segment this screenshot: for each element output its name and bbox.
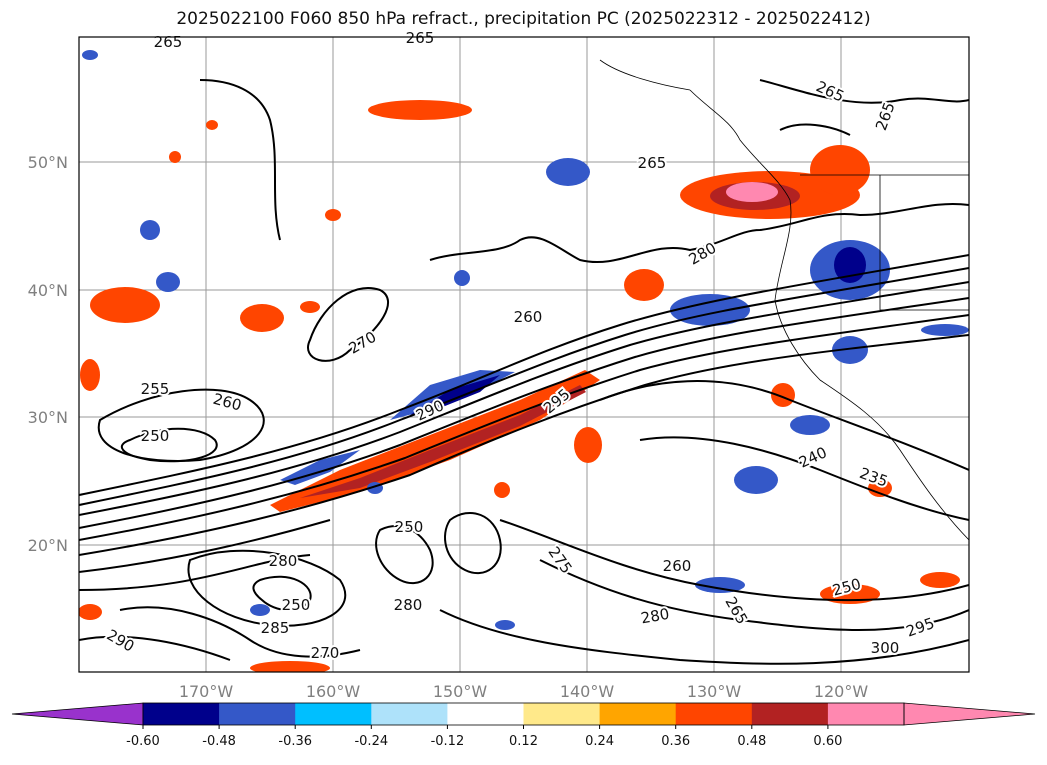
contour-label-halo: 280 xyxy=(394,596,423,614)
colorbar-bin xyxy=(751,703,829,725)
colorbar-bin xyxy=(143,703,220,725)
colorbar-tick-label: 0.48 xyxy=(737,734,766,749)
coastline xyxy=(599,59,969,541)
contour-label-halo: 255 xyxy=(141,380,170,398)
colorbar-tick-label: 0.60 xyxy=(813,734,842,749)
contour-label-halo: 270 xyxy=(311,644,340,662)
lat-label: 50°N xyxy=(28,153,68,172)
colorbar-tick-label: -0.12 xyxy=(431,734,465,749)
colorbar-tick-label: 0.24 xyxy=(585,734,614,749)
lat-label: 40°N xyxy=(28,281,68,300)
colorbar-bin xyxy=(675,703,753,725)
map-frame xyxy=(78,36,970,673)
figure-title: 2025022100 F060 850 hPa refract., precip… xyxy=(176,9,871,29)
map-panel xyxy=(79,37,969,672)
contour-label: 250 xyxy=(141,427,170,445)
contour-label: 260 xyxy=(514,308,543,326)
colorbar-tick-label: 0.36 xyxy=(661,734,690,749)
contour-label: 300 xyxy=(871,639,900,657)
colorbar-bin xyxy=(371,703,448,725)
contour-label-halo: 250 xyxy=(282,596,311,614)
contour-label: 260 xyxy=(663,557,692,575)
colorbar-bin xyxy=(523,703,601,725)
contour-label: 265 xyxy=(406,29,435,47)
colorbar-tick-label: -0.24 xyxy=(354,734,388,749)
colorbar-bin xyxy=(295,703,372,725)
colorbar-tick-label: -0.36 xyxy=(278,734,312,749)
latitude-labels: 50°N 40°N 30°N 20°N xyxy=(28,153,68,555)
colorbar-tick-label: 0.12 xyxy=(509,734,538,749)
contour-label-halo: 285 xyxy=(261,619,290,637)
contour-label-halo: 250 xyxy=(141,427,170,445)
contour-label: 255 xyxy=(141,380,170,398)
contour-label: 250 xyxy=(395,518,424,536)
colorbar-bin xyxy=(599,703,677,725)
lon-label: 150°W xyxy=(433,682,488,701)
contour-label-halo: 265 xyxy=(638,154,667,172)
contour-label: 265 xyxy=(154,33,183,51)
lat-label: 20°N xyxy=(28,536,68,555)
colorbar-tick-label: -0.48 xyxy=(202,734,236,749)
lon-label: 170°W xyxy=(179,682,234,701)
colorbar-extend-high xyxy=(903,702,1036,726)
contour-lines xyxy=(79,79,969,665)
contour-label-halo: 280 xyxy=(269,552,298,570)
contour-label: 265 xyxy=(638,154,667,172)
contour-label-halo: 265 xyxy=(406,29,435,47)
lon-label: 120°W xyxy=(814,682,869,701)
colorbar: -0.60 -0.48 -0.36 -0.24 -0.12 0.12 0.24 0.36 0.4… xyxy=(11,702,1036,749)
contour-label-halo: 300 xyxy=(871,639,900,657)
contour-label: 280 xyxy=(394,596,423,614)
longitude-labels: 170°W 160°W 150°W 140°W 130°W 120°W xyxy=(179,682,869,701)
colorbar-tick-label: -0.60 xyxy=(126,734,160,749)
colorbar-bin xyxy=(219,703,296,725)
colorbar-bin xyxy=(447,703,524,725)
colorbar-extend-low xyxy=(11,702,144,726)
contour-label: 285 xyxy=(261,619,290,637)
contour-label-halo: 260 xyxy=(663,557,692,575)
contour-label: 280 xyxy=(639,605,670,628)
contour-label: 250 xyxy=(282,596,311,614)
contour-label: 280 xyxy=(269,552,298,570)
lon-label: 140°W xyxy=(560,682,615,701)
lon-label: 130°W xyxy=(687,682,742,701)
contour-label: 270 xyxy=(311,644,340,662)
colorbar-bin xyxy=(827,703,905,725)
contour-label-halo: 250 xyxy=(395,518,424,536)
lon-label: 160°W xyxy=(306,682,361,701)
lat-label: 30°N xyxy=(28,408,68,427)
contour-label-halo: 260 xyxy=(514,308,543,326)
